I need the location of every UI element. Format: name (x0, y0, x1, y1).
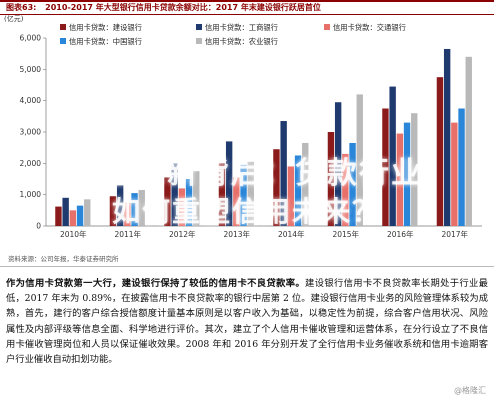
body-lead: 作为信用卡贷款第一大行，建设银行保持了较低的信用卡不良贷款率。 (6, 278, 306, 289)
y-tick-label: 0 (36, 222, 41, 231)
bar (382, 108, 389, 226)
legend-label: 信用卡贷款：中国银行 (69, 37, 142, 46)
x-tick-label: 2011年 (114, 229, 141, 239)
bar (178, 188, 186, 226)
y-tick-label: 4,000 (20, 96, 42, 105)
bar (465, 56, 472, 226)
bar (443, 48, 451, 226)
legend-swatch (324, 24, 330, 30)
bar (280, 121, 287, 226)
bar (458, 108, 465, 226)
bar (138, 189, 145, 226)
bar (185, 179, 193, 226)
bar (247, 161, 254, 226)
figure-number: 图表63: (6, 3, 37, 12)
bar (436, 77, 444, 227)
body-text: 建设银行信用卡不良贷款率长期处于行业最低，2017 年末为 0.89%，在披露信… (6, 278, 488, 366)
divider (0, 266, 494, 267)
legend-swatch (60, 38, 66, 44)
x-tick-label: 2015年 (332, 229, 359, 239)
legend-label: 信用卡贷款：工商银行 (205, 23, 278, 32)
bar (240, 164, 247, 226)
y-tick-label: 5,000 (20, 65, 42, 74)
source-note: 资料来源：公司年报，华泰证券研究所 (8, 255, 119, 263)
legend-swatch (196, 38, 202, 44)
unit-label: (亿元) (4, 15, 24, 23)
bar (273, 149, 280, 226)
x-tick-label: 2014年 (278, 229, 305, 239)
legend-swatch (196, 24, 202, 30)
bar (451, 122, 458, 226)
bar (124, 202, 131, 226)
figure-header: 图表63: 2010-2017 年大型银行信用卡贷款余额对比：2017 年末建设… (0, 0, 494, 15)
bar (411, 113, 418, 226)
bar (356, 94, 363, 227)
bar (76, 205, 84, 226)
bar (218, 163, 226, 226)
bar-chart: 0 1,000 2,000 3,000 4,000 5,000 6,000 2010年 2011… (20, 23, 482, 239)
bar (334, 102, 342, 226)
legend-swatch (60, 24, 66, 30)
body-paragraph: 作为信用卡贷款第一大行，建设银行保持了较低的信用卡不良贷款率。建设银行信用卡不良… (6, 276, 488, 367)
bar (62, 197, 69, 226)
y-tick-label: 6,000 (20, 34, 42, 43)
bar (349, 142, 356, 226)
x-tick-label: 2016年 (387, 229, 414, 239)
bar (396, 133, 404, 226)
x-tick-label: 2010年 (60, 229, 87, 239)
y-tick-label: 2,000 (20, 159, 42, 168)
bar (225, 141, 233, 226)
bar (233, 177, 240, 226)
x-tick-label: 2012年 (169, 229, 196, 239)
bar (171, 163, 178, 226)
bar (69, 210, 77, 226)
bar (403, 122, 411, 226)
bar (327, 132, 335, 226)
bar (84, 199, 91, 226)
bar (55, 206, 62, 226)
bar (287, 166, 295, 226)
bar (131, 193, 138, 226)
watermark: @格隆汇 (454, 386, 486, 395)
legend-label: 信用卡贷款：交通银行 (333, 23, 406, 32)
bar (109, 196, 117, 226)
legend-label: 信用卡贷款：农业银行 (205, 37, 278, 46)
x-tick-label: 2017年 (441, 229, 468, 239)
bar (389, 86, 396, 226)
bar (294, 155, 302, 226)
bar (342, 153, 349, 226)
legend-label: 信用卡贷款：建设银行 (69, 23, 142, 32)
bar (193, 171, 200, 226)
x-tick-label: 2013年 (223, 229, 250, 239)
figure-title: 2010-2017 年大型银行信用卡贷款余额对比：2017 年末建设银行跃居首位 (45, 3, 321, 12)
y-tick-label: 3,000 (20, 128, 42, 137)
bar (302, 142, 309, 226)
bar (116, 185, 124, 226)
bar (164, 177, 171, 226)
y-tick-label: 1,000 (20, 190, 42, 199)
